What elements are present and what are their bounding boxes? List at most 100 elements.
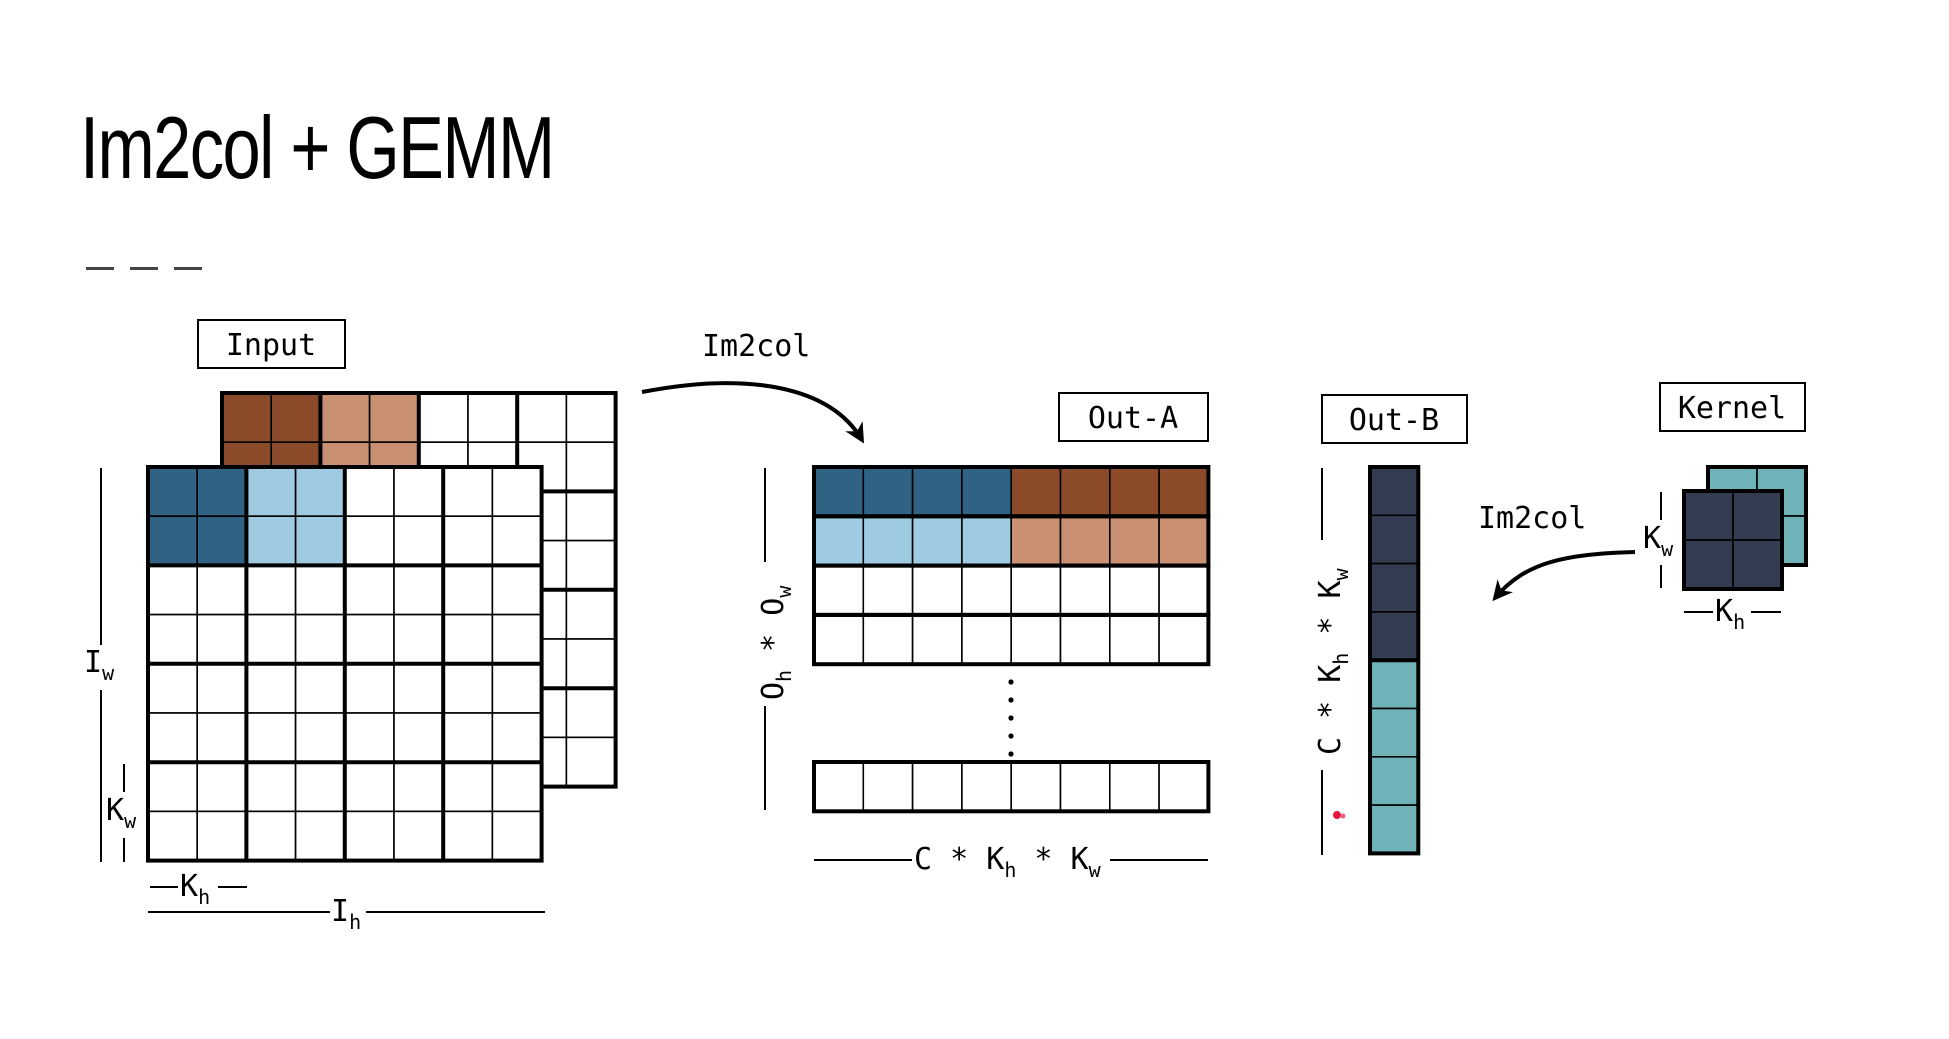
out-a-cell bbox=[862, 564, 914, 616]
kernel-kh-subscript: h bbox=[1733, 610, 1745, 634]
input-front-cell bbox=[442, 761, 494, 813]
input-front-cell bbox=[196, 466, 248, 518]
out-b-column-vector bbox=[1368, 465, 1421, 856]
input-front-cell bbox=[196, 515, 248, 567]
out-a-cell bbox=[1010, 515, 1062, 567]
kernel-kw-subscript: w bbox=[1661, 537, 1674, 561]
input-front-cell bbox=[393, 761, 445, 813]
out-a-cell bbox=[1109, 466, 1160, 518]
input-back-cell bbox=[516, 392, 568, 444]
out-a-cell bbox=[813, 564, 865, 616]
out-b-border bbox=[1368, 465, 1421, 856]
out-a-cols-label: C * K bbox=[914, 842, 1004, 877]
input-front-cell bbox=[343, 761, 395, 813]
out-a-cell bbox=[1109, 761, 1160, 813]
input-front-cell bbox=[442, 662, 494, 714]
input-front-cell bbox=[294, 761, 346, 813]
input-back-cell bbox=[221, 392, 273, 444]
input-back-cell bbox=[368, 392, 420, 444]
im2col-right-label: Im2col bbox=[1478, 501, 1586, 536]
input-back-cell bbox=[565, 392, 617, 444]
input-kh-subscript: h bbox=[198, 885, 210, 909]
out-a-cell bbox=[961, 761, 1013, 813]
out-a-cell bbox=[961, 466, 1013, 518]
input-front-cell bbox=[393, 564, 445, 616]
out-a-cell bbox=[862, 614, 914, 666]
input-front-cell bbox=[196, 712, 248, 764]
out-b-label-box: Out-B bbox=[1321, 394, 1468, 444]
input-back-cell bbox=[565, 490, 617, 542]
out-a-ellipsis-dots bbox=[1008, 679, 1014, 757]
out-b-label: Out-B bbox=[1349, 403, 1439, 438]
out-a-cell bbox=[1059, 761, 1111, 813]
input-label: Input bbox=[226, 328, 316, 363]
input-front-cell bbox=[442, 613, 494, 665]
kernel-front-cell bbox=[1732, 539, 1783, 590]
out-a-cell bbox=[961, 614, 1013, 666]
kernel-label: Kernel bbox=[1678, 391, 1786, 426]
out-a-cell bbox=[1059, 614, 1111, 666]
out-b-rows-dimension: C * Kh * Kw bbox=[1313, 468, 1353, 855]
kernel-kw-dimension: Kw bbox=[1643, 492, 1674, 588]
out-a-cell bbox=[961, 515, 1013, 567]
out-a-label: Out-A bbox=[1088, 401, 1178, 436]
svg-text:Oh * Ow: Oh * Ow bbox=[756, 585, 796, 700]
input-front-cell bbox=[491, 761, 543, 813]
input-front-cell bbox=[393, 613, 445, 665]
im2col-arrow-kernel-to-out-b: Im2col bbox=[1478, 501, 1636, 602]
kernel-label-box: Kernel bbox=[1659, 382, 1806, 432]
input-back-cell bbox=[565, 441, 617, 493]
input-front-cell bbox=[196, 564, 248, 616]
kernel-front-border bbox=[1682, 489, 1784, 591]
input-front-cell bbox=[245, 662, 297, 714]
input-front-cell bbox=[294, 466, 346, 518]
input-height-subscript: h bbox=[349, 910, 361, 934]
out-a-cell bbox=[961, 564, 1013, 616]
input-width-dimension: Iw bbox=[84, 468, 115, 862]
input-front-cell bbox=[245, 761, 297, 813]
input-front-cell bbox=[343, 662, 395, 714]
out-a-cell bbox=[1109, 564, 1160, 616]
input-back-cell bbox=[565, 539, 617, 591]
out-a-cell bbox=[813, 614, 865, 666]
out-a-cols-dimension: C * Kh * Kw bbox=[814, 842, 1208, 882]
input-kernel-height-dimension: Kh bbox=[150, 869, 247, 909]
input-width-subscript: w bbox=[102, 661, 115, 685]
out-a-cell bbox=[1059, 466, 1111, 518]
kernel-front-cell bbox=[1683, 539, 1734, 590]
out-a-cell bbox=[813, 466, 865, 518]
out-b-cell bbox=[1369, 804, 1420, 855]
input-front-cell bbox=[147, 466, 199, 518]
input-height-dimension: Ih bbox=[148, 894, 545, 934]
input-front-cell bbox=[343, 613, 395, 665]
input-front-cell bbox=[147, 564, 199, 616]
kernel-kh-dimension: Kh bbox=[1684, 594, 1781, 634]
input-back-cell bbox=[565, 638, 617, 690]
title-underline-dash bbox=[174, 267, 202, 270]
input-front-cell bbox=[147, 712, 199, 764]
out-a-cell bbox=[1158, 761, 1210, 813]
input-front-cell bbox=[491, 810, 543, 862]
input-height-label: I bbox=[331, 894, 349, 929]
out-a-cell bbox=[813, 761, 865, 813]
out-a-cell bbox=[813, 515, 865, 567]
input-front-cell bbox=[393, 662, 445, 714]
input-width-label: I bbox=[84, 645, 102, 680]
svg-text:Ih: Ih bbox=[331, 894, 361, 934]
input-front-cell bbox=[393, 515, 445, 567]
input-front-cell bbox=[196, 761, 248, 813]
kernel-kw-label: K bbox=[1643, 521, 1661, 556]
input-front-cell bbox=[245, 564, 297, 616]
pointer-cursor-icon bbox=[1333, 811, 1346, 819]
input-front-channel-grid bbox=[146, 465, 544, 863]
svg-text:Kh: Kh bbox=[1715, 594, 1745, 634]
input-front-cell bbox=[245, 613, 297, 665]
input-back-cell bbox=[565, 687, 617, 739]
input-front-cell bbox=[147, 761, 199, 813]
im2col-top-label: Im2col bbox=[702, 329, 810, 364]
out-a-cell bbox=[911, 515, 963, 567]
input-front-cell bbox=[245, 515, 297, 567]
out-a-cell bbox=[911, 564, 963, 616]
out-a-last-row bbox=[812, 760, 1211, 814]
